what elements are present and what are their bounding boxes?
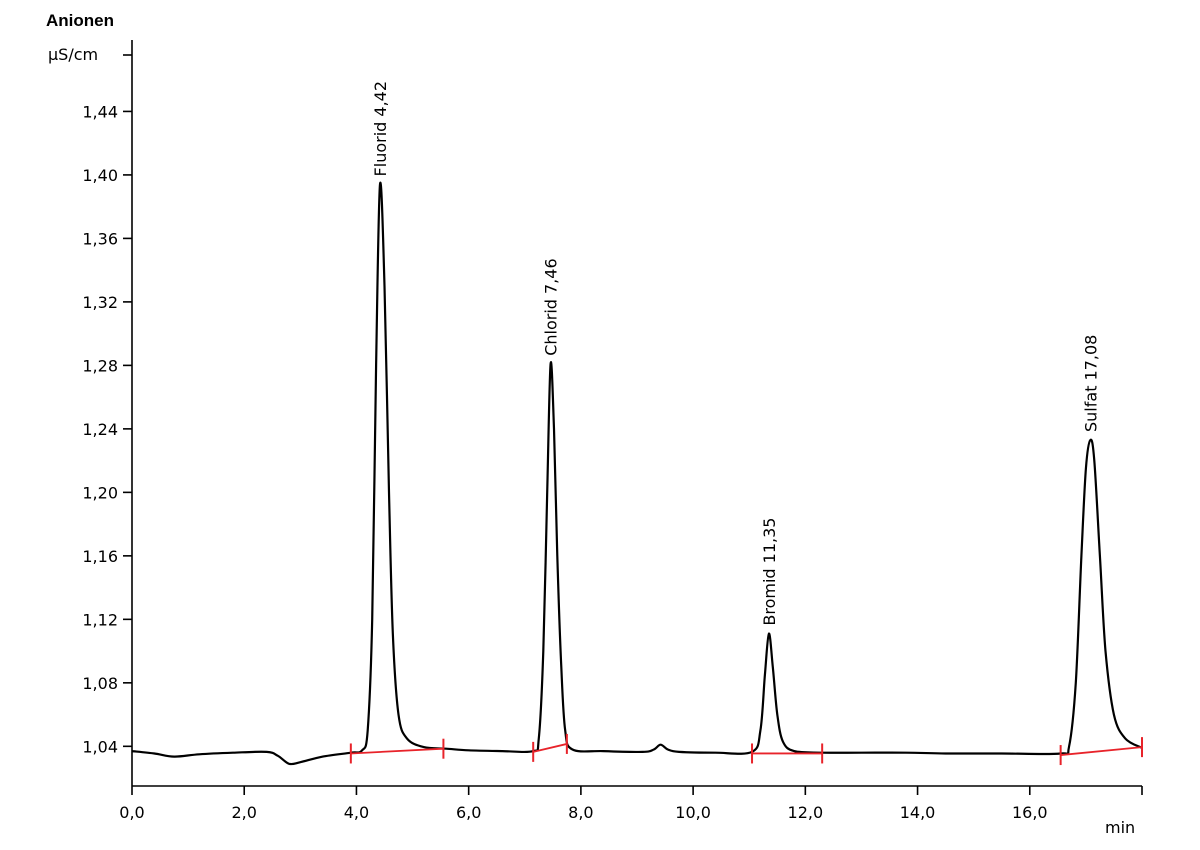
x-tick-label: 14,0 <box>900 803 936 822</box>
x-tick-label: 2,0 <box>231 803 256 822</box>
peak-label: Chlorid 7,46 <box>542 258 561 355</box>
x-axis-ticks: 0,0 2,0 4,0 6,0 8,0 10,0 12,0 14,0 16,0 <box>119 786 1143 822</box>
y-axis-unit-label: µS/cm <box>48 45 98 64</box>
y-tick-label: 1,08 <box>82 674 118 693</box>
y-tick-label: 1,32 <box>82 293 118 312</box>
x-tick-label: 12,0 <box>788 803 824 822</box>
y-tick-label: 1,36 <box>82 229 118 248</box>
x-tick-label: 16,0 <box>1012 803 1048 822</box>
chromatogram-trace <box>131 181 1143 766</box>
y-tick-label: 1,28 <box>82 356 118 375</box>
peak-label: Fluorid 4,42 <box>371 81 390 176</box>
peak-label: Bromid 11,35 <box>760 518 779 626</box>
y-tick-label: 1,12 <box>82 610 118 629</box>
y-tick-label: 1,20 <box>82 483 118 502</box>
integration-baseline <box>532 743 568 753</box>
y-axis-ticks: 1,04 1,08 1,12 1,16 1,20 1,24 1,28 1,32 1,36 1,40… <box>82 54 132 756</box>
y-tick-label: 1,16 <box>82 547 118 566</box>
x-tick-label: 0,0 <box>119 803 144 822</box>
y-tick-label: 1,40 <box>82 166 118 185</box>
x-axis-unit-label: min <box>1105 818 1135 837</box>
peak-labels: Fluorid 4,42 Chlorid 7,46 Bromid 11,35 Sulf… <box>371 81 1100 626</box>
x-tick-label: 10,0 <box>675 803 711 822</box>
peak-label: Sulfat 17,08 <box>1081 335 1100 432</box>
x-tick-label: 4,0 <box>344 803 369 822</box>
integration-baselines <box>349 733 1143 766</box>
y-tick-label: 1,44 <box>82 102 118 121</box>
integration-baseline <box>350 747 444 755</box>
x-tick-label: 6,0 <box>456 803 481 822</box>
x-tick-label: 8,0 <box>568 803 593 822</box>
y-tick-label: 1,04 <box>82 737 118 756</box>
chart-title: Anionen <box>46 11 114 30</box>
y-tick-label: 1,24 <box>82 420 118 439</box>
integration-baseline <box>1060 746 1143 756</box>
